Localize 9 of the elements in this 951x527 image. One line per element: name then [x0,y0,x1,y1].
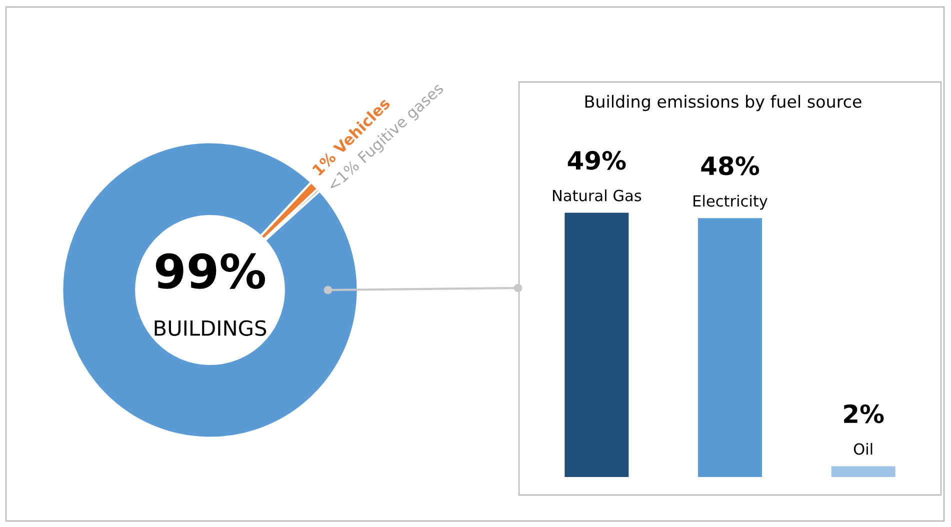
chart-title: Building emissions by fuel source [585,94,862,112]
data-label: 48% [701,156,760,176]
x-tick-label: Natural Gas [552,190,642,202]
data-label: 2% [844,404,884,424]
x-tick-label: Oil [854,442,872,455]
data-label: 99% [156,253,266,289]
slice-label: BUILDINGS [154,320,266,336]
data-label: 49% [568,150,626,170]
x-tick-label: Electricity [694,194,768,210]
